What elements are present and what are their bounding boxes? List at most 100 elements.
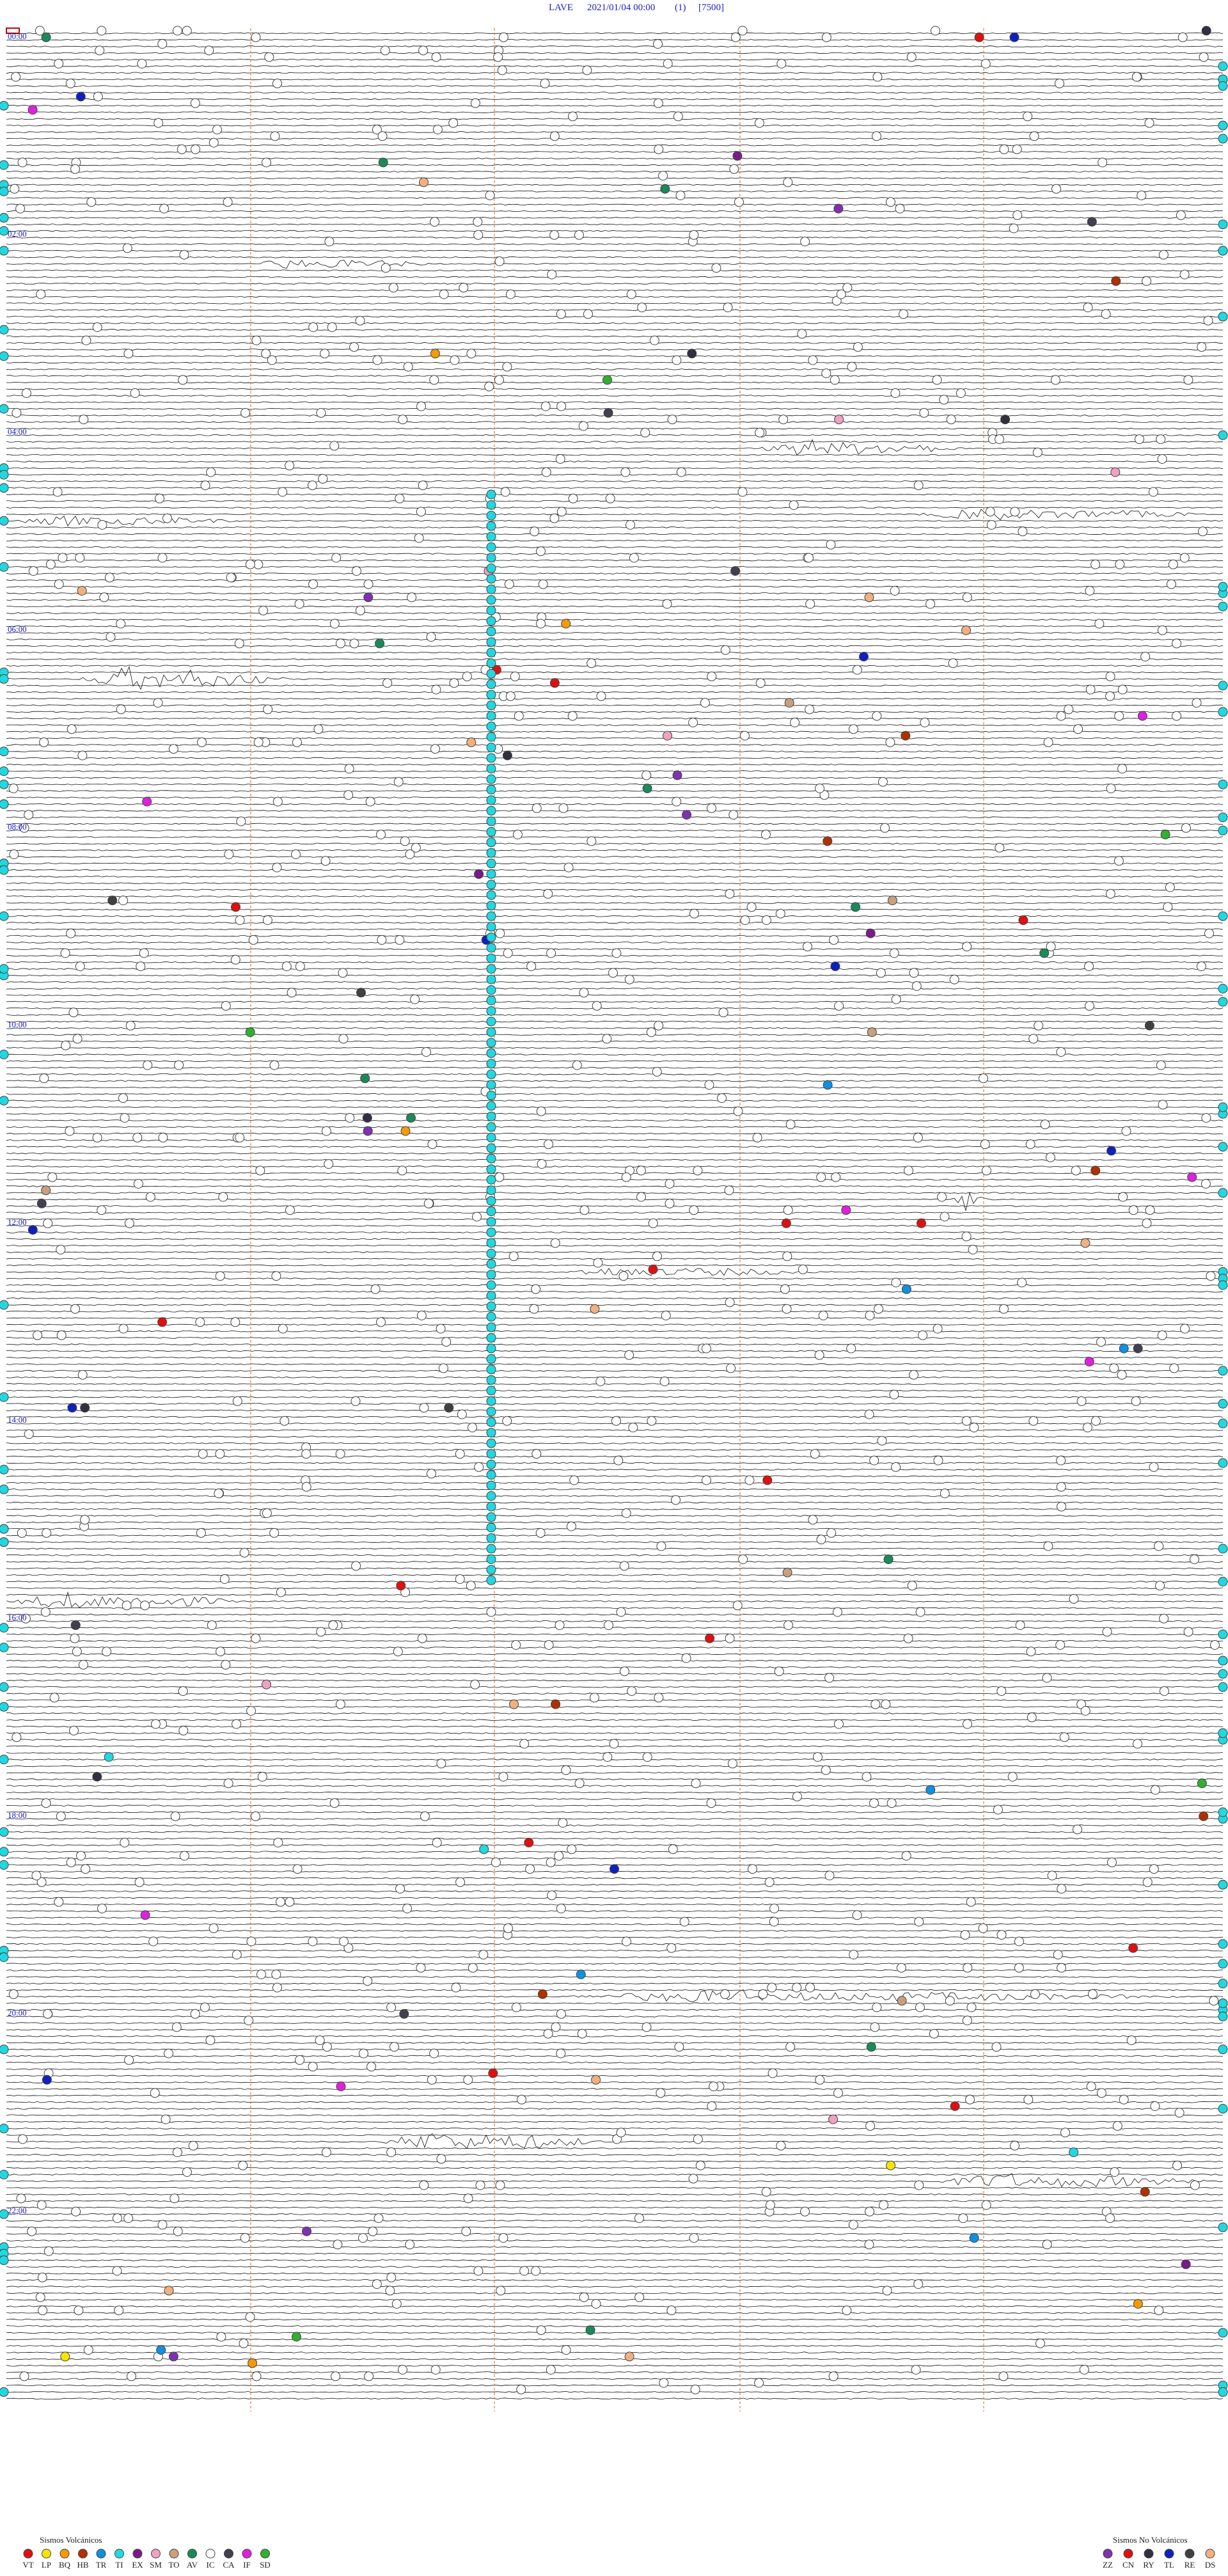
event-marker bbox=[70, 1620, 81, 1631]
event-marker bbox=[368, 2226, 378, 2236]
event-marker bbox=[122, 1600, 132, 1611]
event-marker bbox=[890, 388, 901, 398]
event-marker bbox=[1218, 1544, 1228, 1554]
event-marker bbox=[800, 237, 810, 247]
event-marker bbox=[1190, 1554, 1199, 1565]
event-marker bbox=[529, 1304, 539, 1314]
event-marker bbox=[780, 1284, 790, 1294]
event-marker bbox=[1027, 1712, 1037, 1723]
event-marker bbox=[646, 1027, 656, 1038]
event-marker bbox=[262, 1679, 271, 1689]
event-marker bbox=[688, 2174, 698, 2184]
trace bbox=[6, 2055, 1223, 2057]
event-marker bbox=[112, 2266, 122, 2276]
trace bbox=[6, 2200, 1224, 2202]
trace bbox=[6, 1146, 1224, 1148]
event-marker bbox=[1131, 72, 1142, 82]
event-marker bbox=[271, 1271, 281, 1281]
event-marker bbox=[15, 203, 26, 214]
event-marker bbox=[701, 1343, 711, 1354]
event-marker bbox=[1176, 210, 1186, 220]
trace bbox=[6, 2286, 1224, 2288]
event-marker bbox=[419, 2180, 429, 2190]
event-marker bbox=[0, 1484, 9, 1494]
trace bbox=[6, 1363, 1224, 1365]
event-marker bbox=[1028, 1034, 1039, 1044]
event-marker bbox=[1201, 26, 1211, 36]
event-marker bbox=[52, 487, 63, 497]
event-marker bbox=[1117, 684, 1128, 695]
event-marker bbox=[886, 1798, 897, 1808]
event-marker bbox=[75, 91, 86, 102]
event-marker bbox=[882, 2286, 892, 2296]
event-marker bbox=[0, 911, 9, 921]
event-marker bbox=[659, 2378, 669, 2388]
event-marker bbox=[1218, 1102, 1228, 1112]
event-marker bbox=[218, 1192, 228, 1202]
trace bbox=[6, 1805, 1224, 1807]
event-marker bbox=[0, 186, 9, 196]
event-marker bbox=[593, 1258, 603, 1268]
event-marker bbox=[782, 1304, 792, 1314]
event-marker bbox=[145, 1192, 155, 1202]
event-marker bbox=[114, 2305, 124, 2316]
event-marker bbox=[457, 1409, 467, 1419]
event-marker bbox=[1144, 1020, 1154, 1031]
event-marker bbox=[81, 335, 91, 345]
event-marker bbox=[1110, 467, 1121, 477]
event-marker bbox=[864, 2240, 874, 2250]
event-marker bbox=[486, 816, 496, 826]
trace bbox=[6, 2240, 1224, 2241]
event-marker bbox=[1055, 78, 1064, 88]
event-marker bbox=[349, 342, 359, 352]
event-marker bbox=[8, 1989, 19, 1999]
event-marker bbox=[322, 2042, 332, 2052]
event-marker bbox=[536, 2325, 546, 2335]
event-marker bbox=[209, 1923, 219, 1933]
event-marker bbox=[502, 1416, 512, 1426]
event-marker bbox=[1218, 219, 1228, 230]
event-marker bbox=[1218, 2011, 1228, 2021]
event-marker bbox=[833, 203, 844, 214]
trace bbox=[6, 1218, 1224, 1221]
event-marker bbox=[393, 1647, 403, 1657]
trace bbox=[6, 1521, 1224, 1524]
event-marker bbox=[1055, 1640, 1066, 1650]
event-marker bbox=[486, 1270, 496, 1279]
event-marker bbox=[486, 1006, 496, 1016]
event-marker bbox=[92, 1132, 102, 1142]
trace bbox=[6, 994, 1224, 997]
legend-swatch bbox=[260, 2548, 270, 2559]
event-marker bbox=[730, 32, 741, 42]
event-marker bbox=[864, 1409, 874, 1419]
event-marker bbox=[1035, 2338, 1045, 2348]
event-marker bbox=[1018, 915, 1028, 925]
trace bbox=[6, 2108, 1224, 2110]
trace bbox=[6, 1152, 1224, 1155]
legend-swatch bbox=[96, 2548, 106, 2559]
event-marker bbox=[486, 1059, 496, 1069]
event-marker bbox=[498, 32, 508, 42]
legend-swatch bbox=[169, 2548, 179, 2559]
event-marker bbox=[1218, 2044, 1228, 2055]
trace bbox=[6, 2378, 1224, 2380]
event-marker bbox=[869, 1798, 879, 1808]
event-marker bbox=[331, 553, 342, 563]
event-marker bbox=[239, 2338, 249, 2348]
event-marker bbox=[1218, 1959, 1228, 1969]
event-marker bbox=[436, 2154, 446, 2164]
trace bbox=[6, 697, 1224, 700]
trace bbox=[6, 2121, 1224, 2123]
event-marker bbox=[313, 724, 324, 734]
event-marker bbox=[616, 2128, 626, 2138]
event-marker bbox=[486, 985, 496, 995]
trace bbox=[6, 1508, 1224, 1510]
trace bbox=[6, 144, 1224, 146]
event-marker bbox=[1180, 1324, 1190, 1334]
event-marker bbox=[1098, 157, 1108, 168]
legend-swatch bbox=[114, 2548, 124, 2559]
event-marker bbox=[486, 711, 496, 721]
event-marker bbox=[486, 1101, 496, 1111]
event-marker bbox=[455, 1449, 465, 1459]
event-marker bbox=[140, 1600, 150, 1611]
